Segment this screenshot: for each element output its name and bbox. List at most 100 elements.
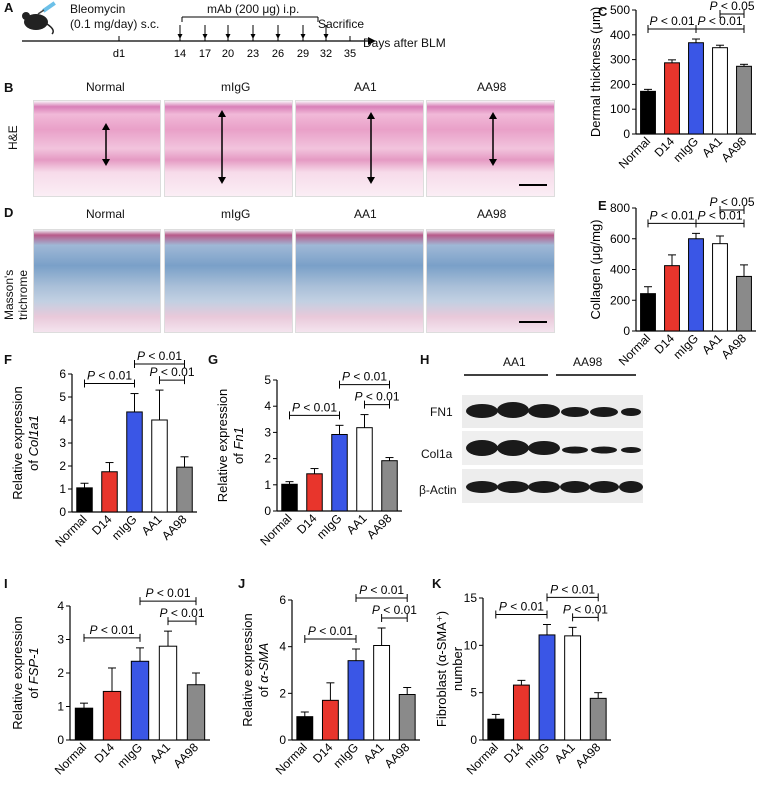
x-tick-label: mIgG	[670, 134, 701, 165]
bar-migg	[688, 42, 704, 135]
y-tick-label: 4	[279, 640, 286, 654]
bar-normal	[281, 483, 298, 512]
x-tick-label: AA98	[382, 740, 413, 771]
col-header-aa1: AA1	[354, 80, 377, 94]
bar-migg	[538, 634, 556, 741]
chart-col1a1: 0 1 2 3 4 5 6 Relative expression of Col1a1 Norma…	[10, 350, 197, 549]
mt-image-migg	[164, 229, 293, 333]
col-header-aa1-d: AA1	[354, 207, 377, 221]
blot-label-bactin: β-Actin	[419, 483, 457, 497]
injection-arrow	[202, 34, 208, 39]
y-tick-label: 100	[610, 102, 630, 116]
panel-label-d: D	[4, 205, 14, 220]
timeline-day-label: 17	[199, 48, 211, 60]
p-value-label: P < 0.01	[87, 369, 132, 383]
y-axis-label-line2: of Fn1	[231, 427, 246, 464]
y-tick-label: 800	[610, 201, 630, 215]
bar-migg	[688, 238, 704, 332]
bar-aa1	[712, 47, 728, 135]
y-tick-label: 10	[464, 638, 478, 652]
y-tick-label: 600	[610, 232, 630, 246]
blot-group-aa98: AA98	[573, 355, 603, 369]
bar-aa98	[398, 694, 416, 741]
x-tick-label: AA98	[170, 740, 201, 771]
x-tick-label: mIgG	[330, 740, 361, 771]
y-tick-label: 5	[59, 390, 66, 404]
blot-group-aa1: AA1	[503, 355, 526, 369]
y-tick-label: 2	[59, 459, 66, 473]
bar-aa98	[381, 460, 398, 512]
bar-normal	[640, 90, 656, 135]
y-tick-label: 0	[623, 324, 630, 338]
mt-row-label-2: trichrome	[16, 269, 30, 320]
p-value-label: P < 0.01	[697, 208, 742, 222]
p-value-label: P < 0.01	[649, 14, 694, 28]
p-value-label: P < 0.01	[145, 586, 190, 600]
bar-aa1	[158, 645, 178, 741]
x-tick-label: Normal	[273, 740, 310, 777]
x-tick-label: mIgG	[314, 511, 345, 542]
y-axis-label-line2: of α-SMA	[256, 643, 271, 697]
bar-d14	[101, 471, 118, 513]
days-axis-label: Days after BLM	[363, 36, 446, 50]
x-tick-label: mIgG	[670, 331, 701, 362]
y-tick-label: 0	[279, 733, 286, 747]
x-tick-label: mIgG	[109, 512, 140, 543]
col-header-migg: mIgG	[221, 80, 251, 94]
y-tick-label: 0	[59, 505, 66, 519]
y-tick-label: 0	[57, 733, 64, 747]
bar-normal	[296, 716, 314, 741]
y-tick-label: 0	[623, 127, 630, 141]
chart-dermal-thickness: 0 100 200 300 400 500 Dermal thickness (μm) Nor…	[588, 0, 756, 171]
x-tick-label: Normal	[464, 740, 501, 777]
y-tick-label: 4	[264, 399, 271, 413]
col-header-aa98: AA98	[477, 80, 507, 94]
bar-d14	[306, 473, 323, 512]
y-tick-label: 4	[59, 413, 66, 427]
bar-aa98	[736, 65, 752, 135]
bar-aa98	[186, 684, 206, 741]
y-tick-label: 500	[610, 3, 630, 17]
bar-migg	[130, 660, 150, 741]
p-value-label: P < 0.01	[550, 582, 595, 596]
panel-label-j: J	[238, 576, 246, 591]
y-axis-label: Collagen (μg/mg)	[588, 220, 603, 320]
mt-image-aa98	[426, 229, 555, 333]
panel-label-i: I	[4, 576, 8, 591]
y-tick-label: 200	[610, 293, 630, 307]
y-tick-label: 1	[59, 482, 66, 496]
x-tick-label: AA98	[718, 134, 749, 165]
panel-label-g: G	[208, 352, 219, 367]
injection-arrow	[225, 34, 231, 39]
y-axis-label-line2: of Col1a1	[26, 415, 41, 471]
mt-image-aa1	[295, 229, 424, 333]
timeline-day-label: 35	[344, 48, 356, 60]
y-axis-label-line1: Relative expression	[240, 613, 255, 726]
y-tick-label: 2	[264, 452, 271, 466]
sacrifice-label: Sacrifice	[318, 17, 365, 31]
col-header-migg-d: mIgG	[221, 207, 251, 221]
p-value-label: P < 0.01	[159, 606, 204, 620]
y-tick-label: 2	[279, 686, 286, 700]
bar-normal	[640, 293, 656, 332]
injection-arrow	[177, 34, 183, 39]
p-value-label: P < 0.01	[89, 623, 134, 637]
x-tick-label: mIgG	[114, 740, 145, 771]
y-axis-label-line1: Fibroblast (α-SMA⁺)	[434, 611, 449, 727]
x-tick-label: AA98	[159, 512, 190, 543]
y-tick-label: 5	[470, 686, 477, 700]
x-tick-label: mIgG	[521, 740, 552, 771]
he-image-normal	[33, 100, 161, 197]
p-value-label: P < 0.01	[499, 600, 544, 614]
timeline-day-label: 29	[297, 48, 309, 60]
bar-d14	[664, 265, 680, 332]
y-tick-label: 5	[264, 373, 271, 387]
panel-label-h: H	[420, 352, 430, 367]
y-axis-label-line1: Relative expression	[215, 389, 230, 502]
y-tick-label: 300	[610, 53, 630, 67]
x-tick-label: AA98	[718, 331, 749, 362]
drug-dose: (0.1 mg/day) s.c.	[70, 17, 160, 31]
injection-arrow	[275, 34, 281, 39]
bar-aa1	[564, 635, 582, 741]
panel-label-a: A	[4, 0, 14, 15]
